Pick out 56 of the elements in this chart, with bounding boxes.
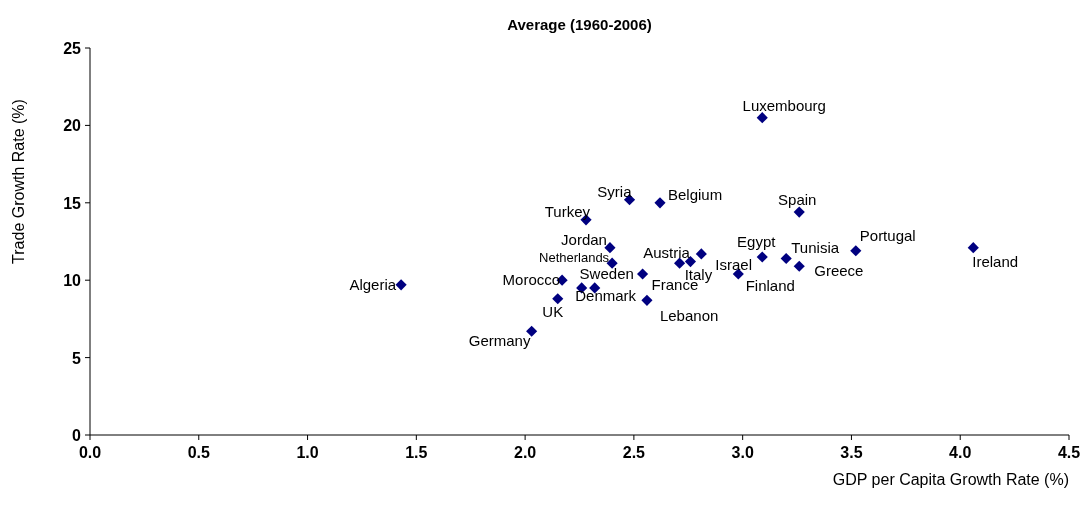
annotation: Algeria: [349, 275, 397, 293]
point: [695, 248, 707, 260]
point: [684, 256, 697, 268]
annotation: Greece: [814, 262, 864, 280]
x-axis-title: GDP per Capita Growth Rate (%): [832, 471, 1069, 488]
annotation: Tunisia: [791, 238, 840, 256]
y-tick-label: 15: [63, 194, 82, 212]
point: [526, 325, 538, 337]
y-tick-label: 20: [63, 117, 82, 135]
x-tick-label: 3.5: [840, 444, 863, 461]
point: [604, 242, 616, 254]
x-tick-label: 2.0: [513, 444, 537, 461]
annotation: Jordan: [561, 230, 607, 248]
annotation: Israel: [715, 255, 753, 273]
y-tick-label: 25: [63, 40, 82, 57]
annotation: UK: [542, 302, 564, 320]
point: [637, 268, 649, 280]
point: [793, 260, 805, 272]
x-tick-label: 0.5: [187, 444, 210, 461]
point: [641, 294, 653, 306]
annotation: Luxembourg: [742, 96, 826, 114]
point: [395, 279, 407, 291]
annotation: Finland: [745, 277, 795, 295]
point: [780, 252, 792, 265]
annotation: Ireland: [972, 252, 1019, 270]
annotation: Syria: [597, 182, 633, 200]
annotation: Lebanon: [659, 307, 719, 325]
y-axis-title: Trade Growth Rate (%): [10, 99, 27, 264]
annotation: Sweden: [579, 264, 634, 282]
x-tick-label: 4.0: [949, 444, 972, 461]
x-tick-label: 0.0: [78, 444, 102, 461]
y-tick-label: 10: [63, 272, 82, 290]
chart-title: Average (1960-2006): [507, 16, 652, 33]
x-tick-label: 4.5: [1057, 444, 1081, 461]
x-tick-label: 3.0: [731, 444, 754, 461]
x-tick-label: 1.0: [296, 444, 319, 461]
annotation: Turkey: [544, 202, 591, 220]
point: [850, 245, 862, 257]
annotation: Belgium: [668, 185, 723, 203]
annotation: Netherlands: [539, 250, 610, 266]
annotation: Morocco: [502, 271, 561, 289]
annotation: Austria: [643, 244, 691, 262]
annotation: Spain: [778, 191, 817, 209]
point: [552, 293, 564, 305]
x-tick-label: 2.5: [622, 444, 646, 461]
y-tick-label: 0: [72, 427, 82, 444]
point: [756, 251, 768, 263]
y-tick-label: 5: [72, 349, 82, 367]
annotation: Egypt: [737, 232, 777, 250]
point: [674, 257, 686, 269]
annotation: Portugal: [859, 226, 916, 244]
annotation: Denmark: [575, 286, 637, 304]
annotation: Germany: [468, 332, 531, 350]
point: [967, 242, 979, 254]
point: [654, 197, 666, 209]
x-tick-label: 1.5: [405, 444, 428, 461]
